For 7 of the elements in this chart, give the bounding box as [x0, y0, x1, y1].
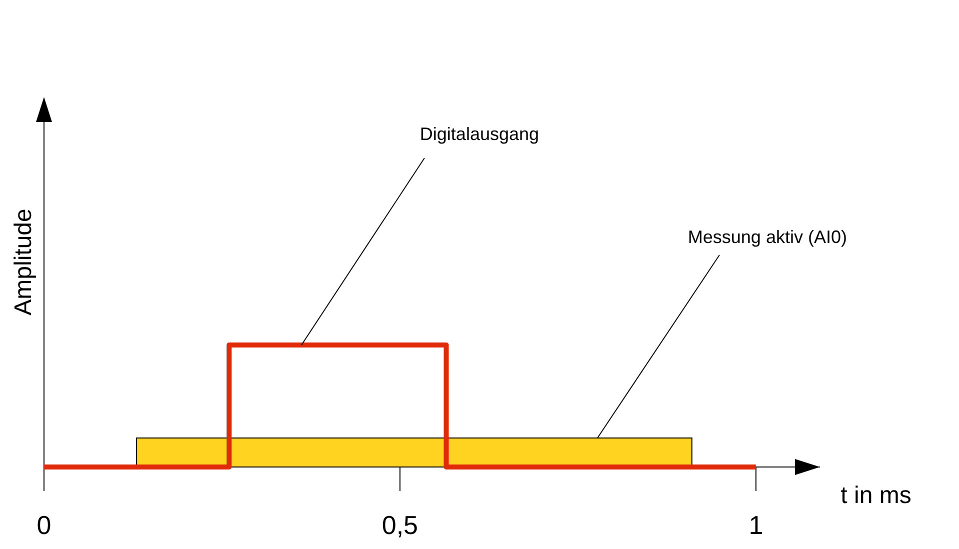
x-tick-label: 1 — [748, 510, 764, 540]
x-axis-title: t in ms — [840, 482, 912, 509]
text: Digitalausgang — [420, 124, 540, 144]
band-label: Messung aktiv (AI0) — [688, 227, 847, 247]
x-tick-label: 0,5 — [382, 510, 418, 540]
x-tick-label: 0 — [36, 510, 52, 540]
y-axis-title: Amplitude — [10, 208, 37, 316]
